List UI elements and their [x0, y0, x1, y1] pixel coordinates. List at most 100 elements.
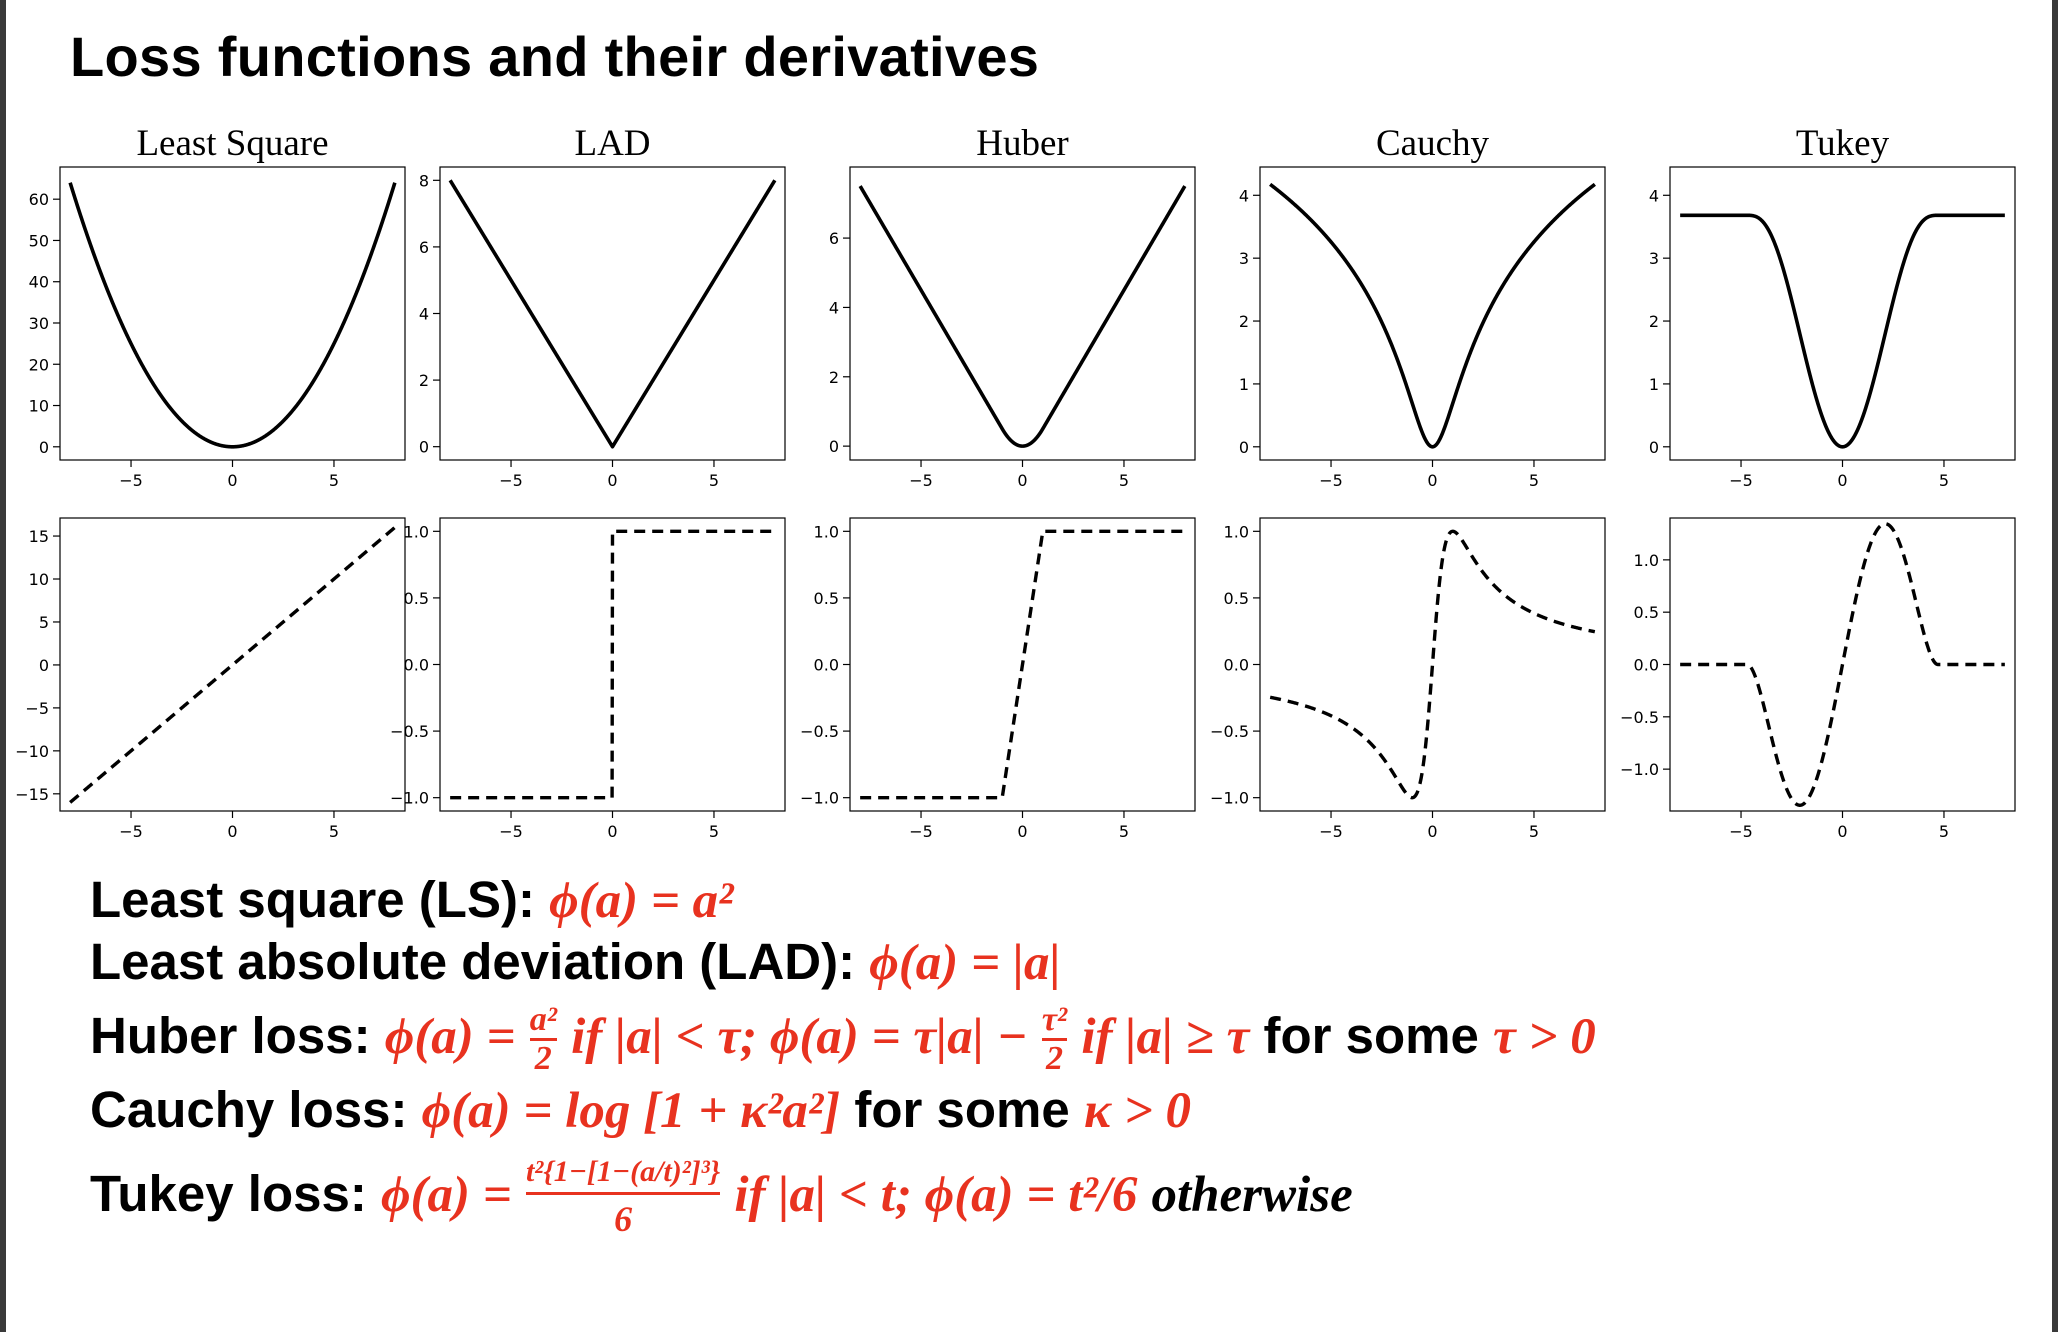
chart-title: LAD	[574, 123, 650, 164]
y-tick-label: 4	[829, 298, 839, 317]
chart-panel-loss-lad: LAD −5 0 5 0 2 4 6 8	[419, 123, 786, 490]
y-tick-label: 1.0	[1634, 551, 1659, 570]
fraction-numerator: a²	[529, 1001, 557, 1038]
x-tick-label: 5	[329, 822, 339, 841]
fraction-denominator: 2	[1041, 1038, 1068, 1077]
page-title: Loss functions and their derivatives	[70, 25, 1040, 88]
series-line	[1678, 522, 2007, 807]
y-tick-label: 0.0	[1634, 656, 1659, 675]
chart-title: Cauchy	[1376, 123, 1490, 164]
axes-frame	[59, 166, 406, 461]
formula-cauchy-expr-d: κ > 0	[1083, 1083, 1192, 1139]
y-tick-label: −1.0	[800, 789, 839, 808]
y-tick-label: 2	[1239, 312, 1249, 331]
y-tick-label: 1	[1239, 375, 1249, 394]
x-tick-label: 5	[709, 471, 719, 490]
series-line	[1678, 213, 2007, 449]
y-tick-label: 0.0	[814, 656, 839, 675]
x-tick-label: −5	[499, 822, 523, 841]
series-line	[448, 529, 777, 800]
y-tick-label: 4	[419, 305, 429, 324]
x-tick-label: 5	[1529, 822, 1539, 841]
chart-title: Tukey	[1796, 123, 1890, 164]
y-tick-label: 0.0	[404, 656, 429, 675]
series-line	[448, 179, 777, 449]
formula-huber-fraction-1: a² 2	[529, 1001, 557, 1077]
x-tick-label: −5	[909, 471, 933, 490]
y-tick-label: 30	[29, 314, 49, 333]
y-tick-label: 0.0	[1224, 656, 1249, 675]
x-tick-label: 5	[329, 471, 339, 490]
y-tick-label: −1.0	[1210, 789, 1249, 808]
x-tick-label: −5	[1319, 822, 1343, 841]
formula-lad-expr: ϕ(a) = |a|	[869, 935, 1061, 991]
y-tick-label: 0	[39, 656, 49, 675]
y-tick-label: 6	[829, 229, 839, 248]
formula-ls: Least square (LS): ϕ(a) = a²	[90, 870, 733, 930]
fraction-numerator: τ²	[1041, 1001, 1068, 1038]
y-tick-label: 0	[829, 437, 839, 456]
x-tick-label: 5	[1119, 471, 1129, 490]
formula-tukey-label: Tukey loss:	[90, 1164, 367, 1222]
x-tick-label: 5	[709, 822, 719, 841]
y-tick-label: 0.5	[404, 589, 429, 608]
series-line	[1268, 182, 1597, 449]
formula-huber: Huber loss: ϕ(a) = a² 2 if |a| < τ; ϕ(a) …	[90, 1002, 1596, 1077]
formula-huber-expr-a: ϕ(a) =	[384, 1008, 516, 1065]
x-tick-label: −5	[119, 471, 143, 490]
axes-frame	[1669, 166, 2016, 461]
y-tick-label: 4	[1239, 186, 1249, 205]
y-tick-label: 1.0	[814, 522, 839, 541]
formula-lad: Least absolute deviation (LAD): ϕ(a) = |…	[90, 932, 1061, 992]
x-tick-label: −5	[1319, 471, 1343, 490]
formula-huber-expr-d: τ > 0	[1493, 1008, 1596, 1065]
formula-ls-expr: ϕ(a) = a²	[549, 873, 734, 929]
y-tick-label: 10	[29, 397, 49, 416]
x-tick-label: 0	[1427, 471, 1437, 490]
window-edge-right	[2052, 0, 2058, 1332]
formula-tukey-expr-c: otherwise	[1151, 1166, 1353, 1223]
axes-frame	[1259, 517, 1606, 812]
y-tick-label: 50	[29, 231, 49, 250]
x-tick-label: 0	[607, 471, 617, 490]
formula-huber-fraction-2: τ² 2	[1041, 1001, 1068, 1077]
x-tick-label: 5	[1939, 471, 1949, 490]
formula-cauchy-expr: ϕ(a) = log [1 + κ²a²]	[421, 1083, 841, 1139]
chart-panel-deriv-ls: −5 0 5 −15 −10 −5 0 5 10 15	[15, 517, 406, 841]
series-line	[1268, 529, 1597, 800]
y-tick-label: −0.5	[390, 722, 429, 741]
x-tick-label: −5	[909, 822, 933, 841]
x-tick-label: 5	[1119, 822, 1129, 841]
chart-panel-deriv-huber: −5 0 5 −1.0 −0.5 0.0 0.5 1.0	[800, 517, 1196, 841]
x-tick-label: −5	[1729, 822, 1753, 841]
fraction-numerator: t²{1−[1−(a/t)²]³}	[525, 1155, 721, 1188]
y-tick-label: 1.0	[404, 522, 429, 541]
x-tick-label: −5	[119, 822, 143, 841]
formula-huber-mid: for some	[1263, 1006, 1479, 1064]
x-tick-label: 0	[1837, 822, 1847, 841]
y-tick-label: 10	[29, 570, 49, 589]
chart-panel-loss-cauchy: Cauchy −5 0 5 0 1 2 3 4	[1239, 123, 1606, 490]
formula-ls-label: Least square (LS):	[90, 871, 535, 928]
axes-frame	[849, 166, 1196, 461]
chart-panel-loss-huber: Huber −5 0 5 0 2 4 6	[829, 123, 1196, 490]
formula-tukey-expr-b: if |a| < t; ϕ(a) = t²/6	[734, 1166, 1138, 1223]
y-tick-label: 2	[419, 371, 429, 390]
y-tick-label: 20	[29, 355, 49, 374]
x-tick-label: −5	[499, 471, 523, 490]
y-tick-label: 3	[1649, 249, 1659, 268]
y-tick-label: 0.5	[814, 589, 839, 608]
y-tick-label: 40	[29, 273, 49, 292]
y-tick-label: 1.0	[1224, 522, 1249, 541]
y-tick-label: 60	[29, 190, 49, 209]
y-tick-label: −0.5	[1620, 708, 1659, 727]
x-tick-label: 0	[1017, 471, 1027, 490]
y-tick-label: −1.0	[1620, 760, 1659, 779]
formula-tukey-fraction: t²{1−[1−(a/t)²]³} 6	[525, 1152, 721, 1243]
y-tick-label: 1	[1649, 375, 1659, 394]
y-tick-label: −5	[25, 699, 49, 718]
y-tick-label: 0.5	[1634, 603, 1659, 622]
y-tick-label: 0.5	[1224, 589, 1249, 608]
chart-panel-deriv-tukey: −5 0 5 −1.0 −0.5 0.0 0.5 1.0	[1620, 517, 2016, 841]
x-tick-label: 0	[227, 822, 237, 841]
